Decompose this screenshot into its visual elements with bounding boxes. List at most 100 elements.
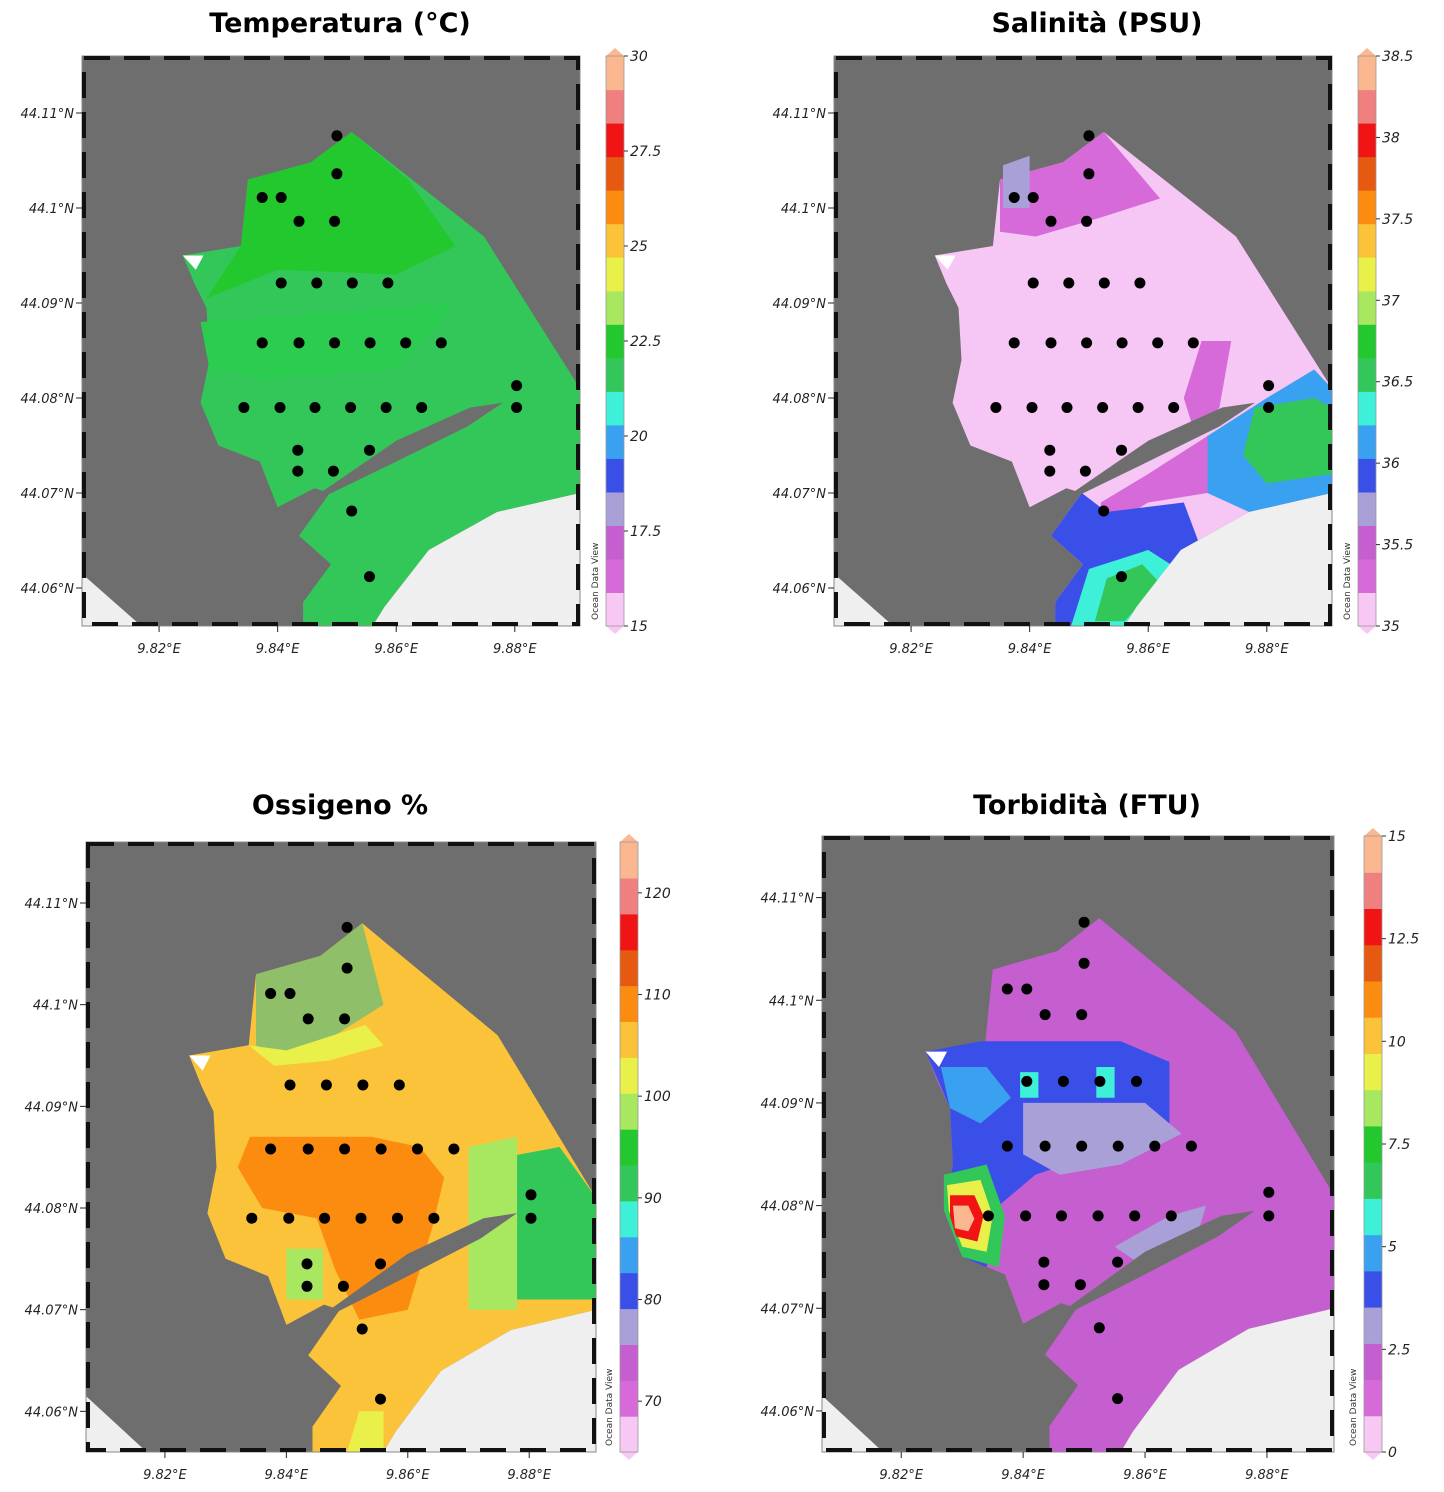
colorbar-segment (606, 223, 624, 258)
y-tick-label: 44.09°N (773, 297, 827, 312)
colorbar-frame (619, 841, 639, 1453)
colorbar-tick-label: 15 (1388, 829, 1406, 845)
station-point (1116, 444, 1127, 456)
colorbar-segment (1358, 290, 1376, 325)
coast-wedge (189, 1055, 211, 1071)
x-tick-label: 9.86°E (1126, 642, 1170, 657)
colorbar-tick-label: 22.5 (630, 334, 661, 350)
colorbar-segment (606, 491, 624, 526)
map-salinity: 9.82°E 9.84°E 9.86°E 9.88°E 44.11°N 44.1°N 44.… (773, 48, 1413, 657)
map-area (86, 842, 596, 1452)
colorbar-segment (620, 1344, 638, 1381)
colorbar-segment (606, 190, 624, 225)
station-point (1098, 505, 1110, 517)
y-tick-label: 44.08°N (21, 392, 75, 407)
contour-region (1114, 1205, 1206, 1268)
station-point (525, 1212, 537, 1224)
colorbar-cap-top (620, 834, 638, 842)
colorbar-tick-label: 37 (1382, 293, 1400, 309)
colorbar-tick-label: 27.5 (630, 144, 661, 160)
coast-wedge (182, 255, 204, 270)
station-point (329, 215, 341, 227)
y-tick-label: 44.06°N (21, 582, 75, 597)
station-point (1185, 1140, 1197, 1152)
y-tick-label: 44.08°N (773, 392, 827, 407)
chart-title: Salinità (PSU) (991, 8, 1203, 39)
station-point (412, 1143, 423, 1155)
station-point (1263, 1186, 1275, 1198)
colorbar-segment (620, 1308, 638, 1345)
station-point (246, 1212, 258, 1224)
station-point (1112, 1393, 1124, 1405)
station-point (283, 1212, 295, 1224)
station-point (525, 1189, 537, 1201)
station-point (393, 1079, 405, 1091)
colorbar-cap-top (1364, 828, 1382, 836)
colorbar-segment (606, 525, 624, 560)
map-area (822, 836, 1334, 1452)
station-point (990, 402, 1002, 413)
station-point (256, 337, 268, 349)
station-point (1008, 337, 1020, 349)
no-data-area (834, 573, 894, 626)
colorbar-segment (1364, 1234, 1382, 1272)
station-point (302, 1013, 314, 1025)
colorbar-segment (1358, 357, 1376, 392)
colorbar-segment (620, 1057, 638, 1094)
station-point (375, 1143, 387, 1155)
no-data-area (86, 1396, 147, 1452)
colorbar-tick-label: 100 (644, 1089, 671, 1105)
colorbar-segment (1364, 836, 1382, 873)
station-point (1038, 1279, 1050, 1291)
station-point (428, 1212, 440, 1224)
station-point (1045, 215, 1057, 227)
x-tick-label: 9.82°E (879, 1468, 923, 1483)
station-point (1074, 1279, 1086, 1291)
x-tick-label: 9.84°E (1001, 1468, 1045, 1483)
station-point (284, 988, 296, 999)
y-tick-label: 44.07°N (773, 487, 827, 502)
y-tick-label: 44.07°N (761, 1302, 815, 1317)
station-point (435, 337, 447, 349)
station-point (265, 1143, 277, 1155)
station-point (364, 571, 375, 583)
no-data-area (372, 493, 580, 626)
station-point (1132, 402, 1144, 413)
contour-region (200, 303, 456, 379)
colorbar-segment (606, 558, 624, 593)
x-tick-label: 9.84°E (1008, 642, 1052, 657)
map-oxygen: 9.82°E 9.84°E 9.86°E 9.88°E 44.11°N 44.1°N 44.… (25, 834, 671, 1483)
colorbar-segment (606, 56, 624, 91)
colorbar-frame (1357, 55, 1377, 627)
colorbar-segment (1358, 558, 1376, 593)
station-point (364, 337, 376, 349)
station-point (1076, 1140, 1088, 1152)
station-point (1038, 1256, 1050, 1268)
station-point (1152, 337, 1164, 349)
x-tick-label: 9.82°E (143, 1468, 187, 1483)
colorbar-segment (1364, 980, 1382, 1018)
contour-region (286, 1248, 323, 1300)
colorbar-tick-label: 38.5 (1382, 49, 1413, 65)
station-point (1021, 1075, 1033, 1087)
station-point (1149, 1140, 1161, 1152)
station-point (341, 962, 353, 974)
station-point (375, 1393, 386, 1405)
colorbar-segment (620, 842, 638, 879)
colorbar-segment (620, 1416, 638, 1453)
colorbar-segment (620, 877, 638, 915)
colorbar-segment (1358, 458, 1376, 493)
station-point (1081, 215, 1093, 227)
station-point (1001, 983, 1013, 995)
colorbar-segment (1358, 391, 1376, 426)
colorbar-segment (1358, 491, 1376, 526)
station-point (346, 505, 358, 517)
no-data-area (822, 1395, 883, 1452)
station-point (356, 1323, 368, 1335)
station-point (238, 402, 250, 413)
colorbar-tick-label: 10 (1388, 1034, 1406, 1050)
colorbar-cap-bottom (606, 626, 624, 634)
breakwater (301, 1213, 518, 1330)
colorbar-tick-label: 36 (1382, 456, 1400, 472)
station-point (301, 1280, 313, 1292)
